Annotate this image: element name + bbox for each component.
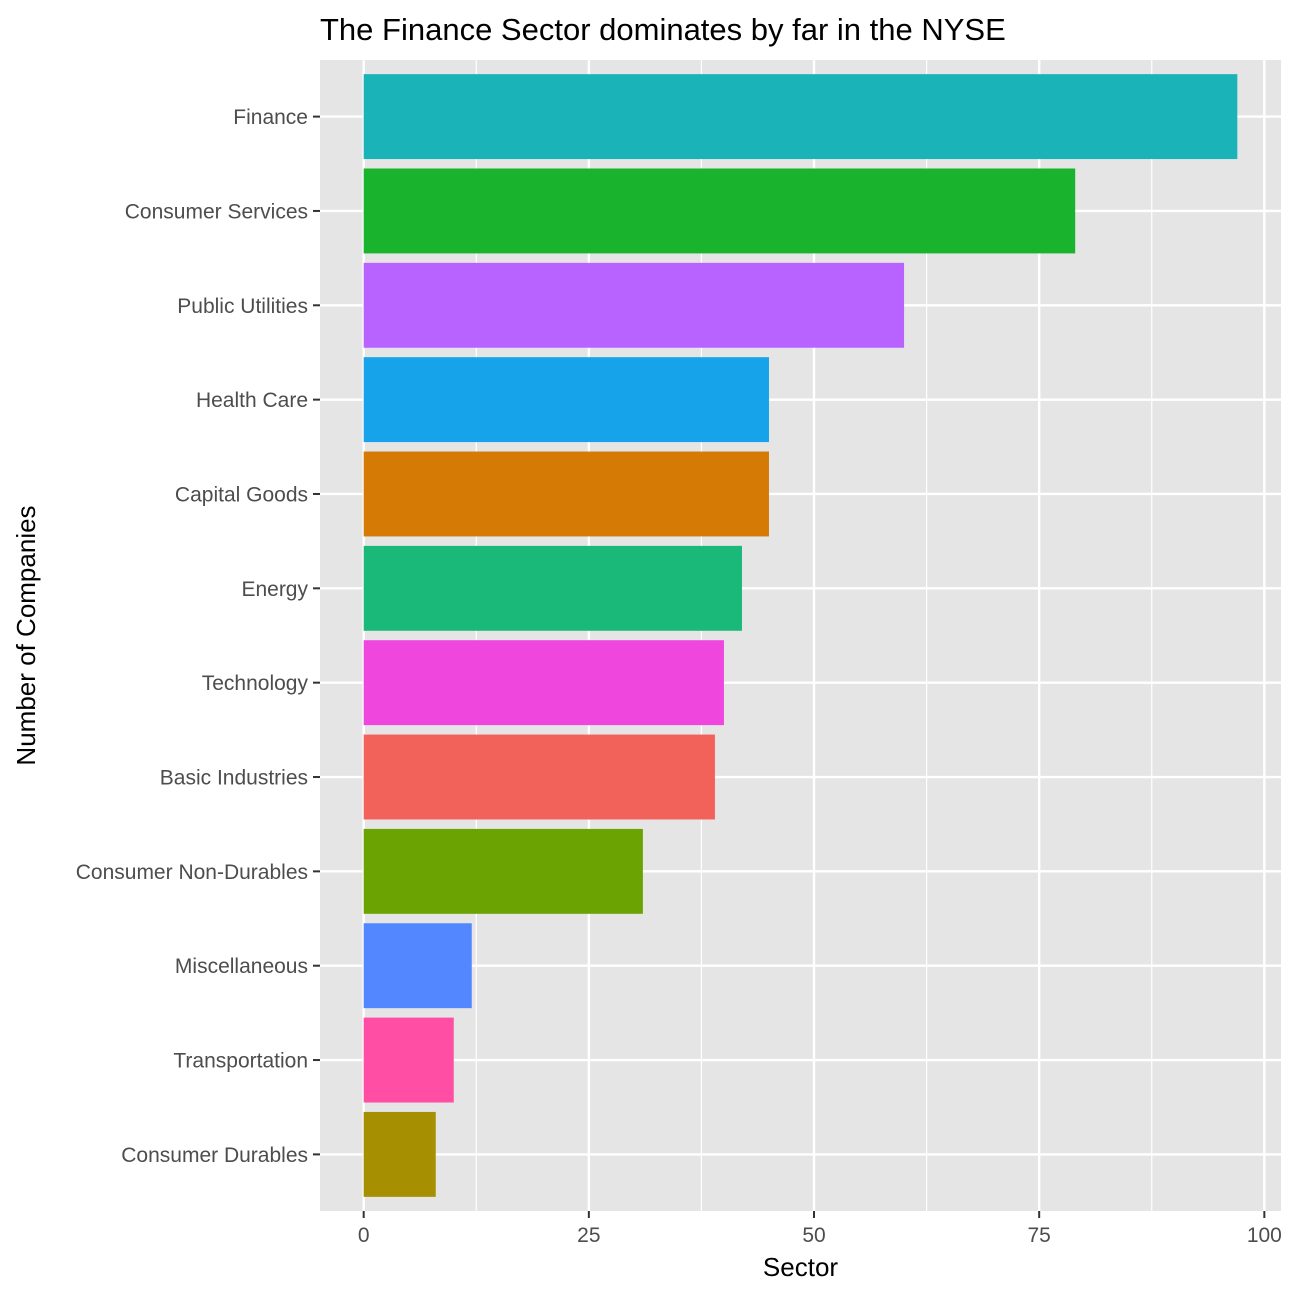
bar [363,923,472,1009]
bars [363,74,1238,1197]
bar [363,734,715,820]
y-tick-label: Consumer Non-Durables [76,861,308,884]
x-axis-title: Sector [763,1252,838,1282]
bar [363,545,742,631]
bar [363,1111,436,1197]
x-tick-label: 0 [358,1224,370,1247]
y-tick-label: Energy [241,578,308,601]
bar [363,451,769,537]
bar [363,168,1076,254]
bar [363,74,1238,160]
y-axis: Finance Consumer Services Public Utilities… [76,106,320,1167]
x-tick-label: 100 [1247,1224,1282,1247]
x-tick-label: 50 [802,1224,825,1247]
x-axis: 0 25 50 75 100 [358,1211,1282,1247]
y-tick-label: Consumer Services [125,200,308,223]
y-axis-title: Number of Companies [11,505,41,765]
y-tick-label: Health Care [196,389,308,412]
x-tick-label: 75 [1027,1224,1050,1247]
y-tick-label: Capital Goods [175,483,308,506]
y-tick-label: Miscellaneous [175,955,308,978]
y-tick-label: Consumer Durables [121,1144,308,1167]
y-tick-label: Finance [233,106,308,129]
bar [363,262,905,348]
bar [363,1017,454,1103]
y-tick-label: Public Utilities [177,295,308,318]
bar [363,828,643,914]
chart-title: The Finance Sector dominates by far in t… [320,12,1006,47]
bar [363,640,724,726]
x-tick-label: 25 [577,1224,600,1247]
y-tick-label: Transportation [173,1050,308,1073]
y-tick-label: Technology [202,672,309,695]
bar [363,357,769,443]
y-tick-label: Basic Industries [160,767,308,790]
